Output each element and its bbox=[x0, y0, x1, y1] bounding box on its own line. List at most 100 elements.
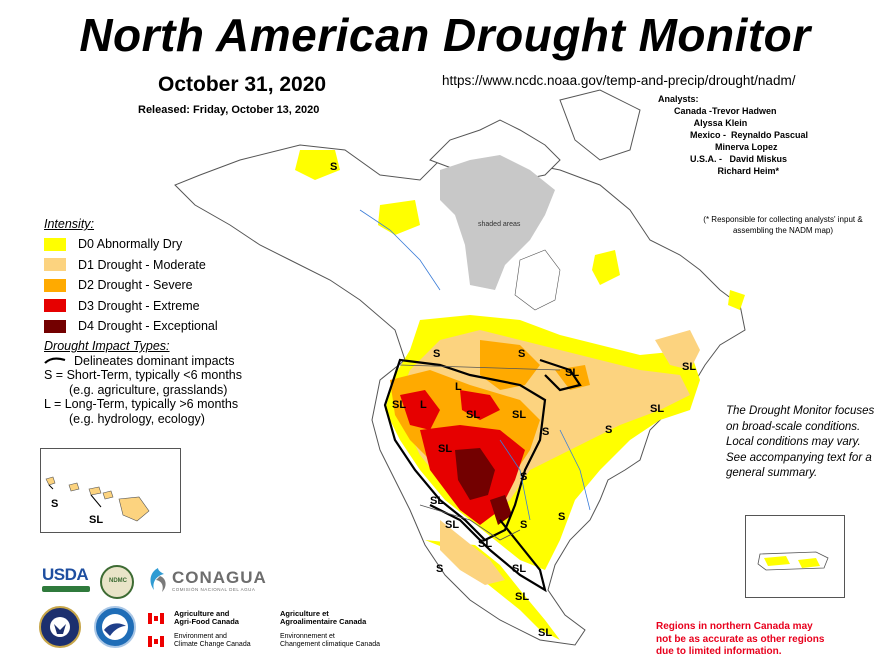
puerto-rico-inset bbox=[745, 515, 845, 598]
impact-long-term: L = Long-Term, typically >6 months bbox=[44, 397, 239, 411]
legend-swatch bbox=[44, 319, 66, 333]
shaded-areas-label: shaded areas bbox=[478, 221, 521, 228]
map-label: SL bbox=[565, 367, 579, 379]
conagua-swirl-icon bbox=[150, 568, 166, 592]
legend-item-d4: D4 Drought - Exceptional bbox=[44, 316, 218, 337]
map-label: L bbox=[420, 399, 427, 411]
env-fr-text: Environnement et Changement climatique C… bbox=[280, 633, 380, 649]
canada-flag-icon bbox=[148, 612, 164, 624]
source-url[interactable]: https://www.ncdc.noaa.gov/temp-and-preci… bbox=[442, 73, 796, 88]
page-title: North American Drought Monitor bbox=[79, 9, 811, 61]
agri-en-text: Agriculture and Agri-Food Canada bbox=[174, 610, 239, 626]
environment-canada-en: Environment and Climate Change Canada bbox=[148, 633, 251, 649]
noaa-bird-icon bbox=[102, 614, 128, 640]
hawaii-label: S bbox=[51, 498, 58, 510]
puerto-rico-map bbox=[757, 551, 829, 571]
conagua-logo-subtext: COMISIÓN NACIONAL DEL AGUA bbox=[172, 587, 256, 592]
map-label: L bbox=[455, 381, 462, 393]
legend-swatch bbox=[44, 237, 66, 251]
release-date: Released: Friday, October 13, 2020 bbox=[138, 104, 320, 116]
map-label: S bbox=[436, 563, 443, 575]
environment-canada-fr: Environnement et Changement climatique C… bbox=[280, 633, 380, 649]
regions-note-line: due to limited information. bbox=[656, 646, 782, 657]
map-label: SL bbox=[650, 403, 664, 415]
legend-swatch bbox=[44, 278, 66, 292]
analyst-row: Minerva Lopez bbox=[690, 142, 778, 152]
map-label: SL bbox=[430, 495, 444, 507]
agri-fr-text: Agriculture et Agroalimentaire Canada bbox=[280, 610, 366, 626]
agri-fr-line: Agriculture et bbox=[280, 609, 329, 618]
map-label: SL bbox=[515, 591, 529, 603]
impact-lines bbox=[383, 358, 582, 593]
agri-fr-line: Agroalimentaire Canada bbox=[280, 617, 367, 626]
agriculture-canada-fr: Agriculture et Agroalimentaire Canada bbox=[280, 610, 366, 626]
hawaii-label: SL bbox=[89, 514, 103, 526]
legend-label: D0 Abnormally Dry bbox=[78, 237, 183, 252]
agriculture-canada-en: Agriculture and Agri-Food Canada bbox=[148, 610, 239, 626]
impact-types-legend: Drought Impact Types: Delineates dominan… bbox=[44, 339, 242, 426]
us-mexico-border bbox=[419, 504, 521, 541]
usda-logo: USDA bbox=[42, 565, 90, 595]
legend-swatch bbox=[44, 299, 66, 313]
hudson-bay bbox=[514, 249, 561, 311]
legend-heading: Intensity: bbox=[44, 217, 95, 231]
ndmc-logo-text: NDMC bbox=[109, 578, 127, 584]
impact-long-term-eg: (e.g. hydrology, ecology) bbox=[69, 411, 205, 426]
impact-delineates-row: Delineates dominant impacts bbox=[44, 354, 242, 369]
map-label: SL bbox=[392, 399, 406, 411]
analyst-row: U.S.A. - David Miskus bbox=[690, 154, 788, 164]
map-label: S bbox=[605, 424, 612, 436]
legend-item-d2: D2 Drought - Severe bbox=[44, 275, 218, 296]
agri-en-line: Agriculture and bbox=[173, 609, 230, 618]
env-en-line: Climate Change Canada bbox=[173, 641, 251, 648]
greenland-edge bbox=[559, 89, 641, 161]
legend-label: D2 Drought - Severe bbox=[78, 278, 193, 293]
map-label: SL bbox=[445, 519, 459, 531]
eagle-icon bbox=[50, 617, 70, 637]
regions-note-line: Regions in northern Canada may bbox=[656, 621, 813, 632]
impact-labels: S S S SL L SL SL L SL SL SL SL S S S S S… bbox=[330, 161, 696, 639]
map-label: S bbox=[542, 426, 549, 438]
legend-item-d0: D0 Abnormally Dry bbox=[44, 234, 218, 255]
map-label: S bbox=[518, 348, 525, 360]
env-fr-line: Environnement et bbox=[280, 633, 335, 640]
analyst-row: Alyssa Klein bbox=[674, 118, 748, 128]
map-label: S bbox=[433, 348, 440, 360]
map-label: SL bbox=[538, 627, 552, 639]
map-date: October 31, 2020 bbox=[158, 73, 327, 96]
legend-item-d3: D3 Drought - Extreme bbox=[44, 296, 218, 317]
intensity-legend: Intensity: D0 Abnormally Dry D1 Drought … bbox=[44, 217, 218, 337]
map-label: SL bbox=[682, 361, 696, 373]
analyst-row: Mexico - Reynaldo Pascual bbox=[690, 130, 809, 140]
map-label: SL bbox=[512, 409, 526, 421]
canada-flag-icon bbox=[148, 635, 164, 647]
noaa-seal bbox=[94, 606, 136, 648]
map-label: SL bbox=[466, 409, 480, 421]
map-label: S bbox=[520, 471, 527, 483]
analyst-row: Richard Heim* bbox=[690, 166, 780, 176]
canada-us-border bbox=[399, 364, 561, 371]
legend-label: D3 Drought - Extreme bbox=[78, 298, 200, 313]
map-label: S bbox=[558, 511, 565, 523]
commerce-seal bbox=[39, 606, 81, 648]
rivers bbox=[359, 209, 591, 521]
env-en-text: Environment and Climate Change Canada bbox=[174, 633, 251, 649]
map-label: S bbox=[520, 519, 527, 531]
agri-en-line: Agri-Food Canada bbox=[173, 617, 239, 626]
map-label: S bbox=[330, 161, 337, 173]
hawaii-inset: S SL bbox=[40, 448, 181, 533]
impact-short-term-eg: (e.g. agriculture, grasslands) bbox=[69, 382, 228, 397]
legend-label: D1 Drought - Moderate bbox=[78, 257, 206, 272]
responsibility-note: (* Responsible for collecting analysts' … bbox=[703, 215, 863, 235]
analysts-block: Analysts: Canada -Trevor Hadwen Alyssa K… bbox=[640, 93, 808, 177]
conagua-logo-text: CONAGUA bbox=[172, 568, 267, 587]
map-label: SL bbox=[478, 538, 492, 550]
analyst-row: Canada -Trevor Hadwen bbox=[674, 106, 777, 116]
regions-note: Regions in northern Canada may not be as… bbox=[656, 621, 824, 659]
map-label: SL bbox=[438, 443, 452, 455]
legend-swatch bbox=[44, 258, 66, 272]
analysts-heading: Analysts: bbox=[658, 94, 699, 104]
focus-note: The Drought Monitor focuses on broad-sca… bbox=[726, 405, 875, 479]
env-en-line: Environment and bbox=[173, 633, 227, 640]
